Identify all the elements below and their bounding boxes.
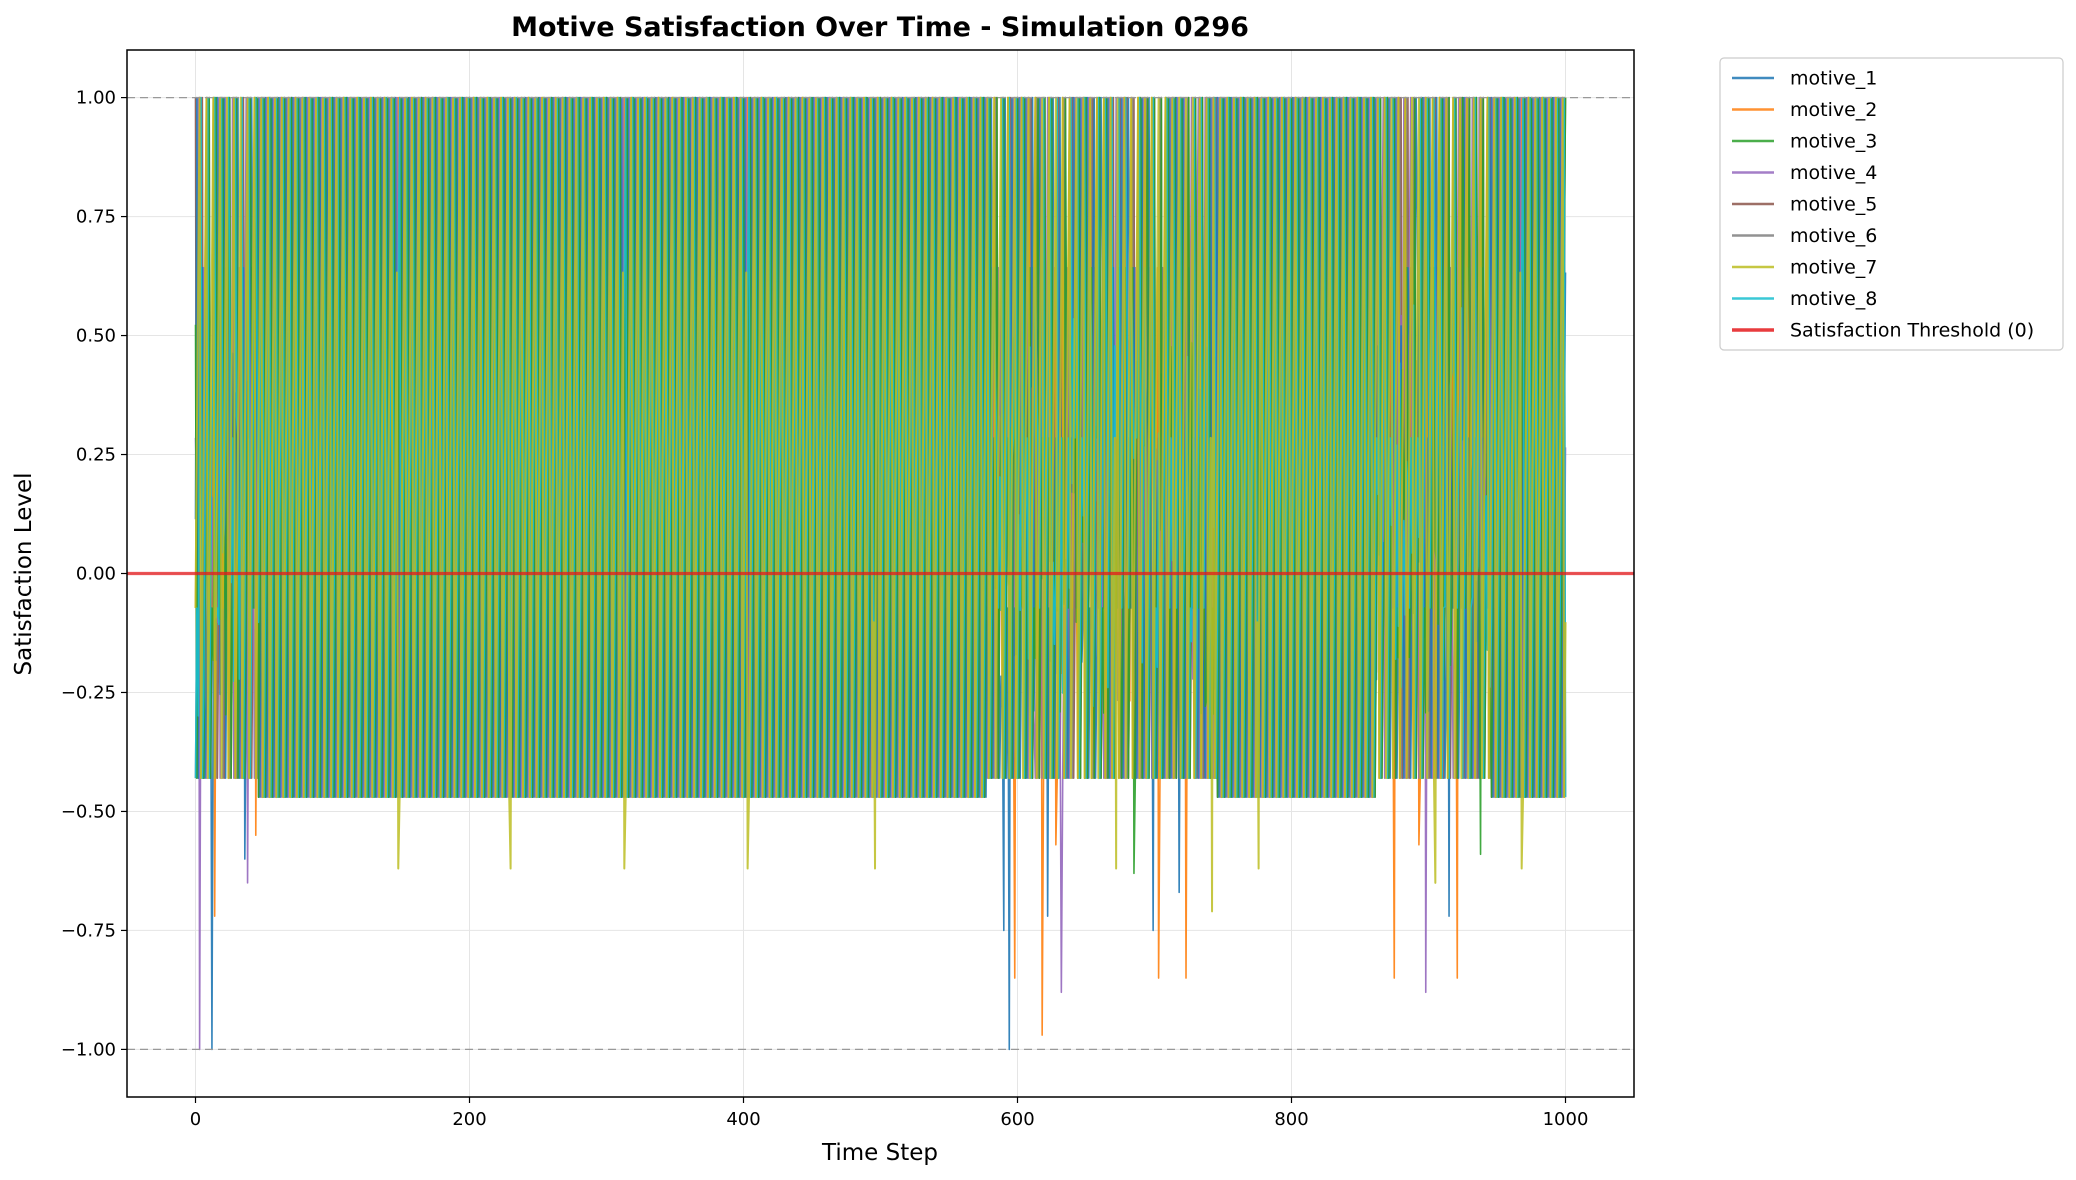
y-tick-label: −1.00	[61, 1039, 116, 1060]
y-axis-label: Satisfaction Level	[11, 472, 37, 675]
legend-label: motive_3	[1790, 131, 1877, 153]
y-tick-label: −0.25	[61, 682, 116, 703]
chart-title: Motive Satisfaction Over Time - Simulati…	[511, 12, 1249, 43]
legend-label: motive_1	[1790, 68, 1877, 90]
y-tick-label: 1.00	[76, 88, 116, 109]
legend-label: motive_8	[1790, 288, 1877, 310]
x-tick-label: 600	[1000, 1109, 1034, 1130]
y-tick-label: 0.25	[76, 445, 116, 466]
y-tick-label: 0.00	[76, 564, 116, 585]
legend-label: Satisfaction Threshold (0)	[1790, 320, 2034, 342]
y-tick-label: 0.50	[76, 326, 116, 347]
y-tick-label: −0.50	[61, 801, 116, 822]
x-tick-label: 0	[190, 1109, 201, 1130]
x-axis-label: Time Step	[821, 1140, 938, 1166]
legend-label: motive_2	[1790, 99, 1877, 121]
x-tick-label: 200	[452, 1109, 486, 1130]
y-tick-label: 0.75	[76, 207, 116, 228]
x-tick-label: 800	[1274, 1109, 1308, 1130]
x-tick-label: 1000	[1543, 1109, 1589, 1130]
y-tick-label: −0.75	[61, 920, 116, 941]
legend-label: motive_5	[1790, 194, 1877, 216]
plot-area	[194, 96, 1567, 1051]
legend-label: motive_4	[1790, 162, 1877, 184]
reference-lines	[127, 96, 1634, 1051]
legend-label: motive_7	[1790, 257, 1877, 279]
legend: motive_1 motive_2 motive_3 motive_4 motive_5…	[1719, 57, 2064, 351]
x-tick-label: 400	[726, 1109, 760, 1130]
legend-label: motive_6	[1790, 225, 1877, 247]
legend-box	[1719, 57, 2064, 351]
series-line-motive_7	[194, 96, 1567, 913]
x-axis-ticks: 0 200 400 600 800 1000	[190, 1097, 1589, 1130]
y-axis-ticks: −1.00 −0.75 −0.50 −0.25 0.00 0.25 0.50 0.75 1.00	[61, 88, 127, 1060]
